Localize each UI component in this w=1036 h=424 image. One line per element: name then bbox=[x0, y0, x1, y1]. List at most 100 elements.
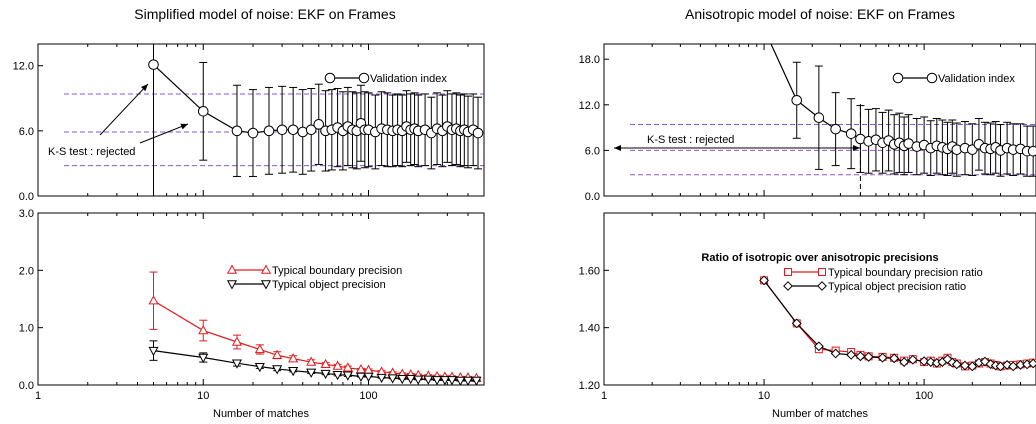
y-tick-label: 0.0 bbox=[585, 191, 600, 203]
y-tick-label: 1.20 bbox=[579, 380, 600, 392]
data-point bbox=[830, 348, 841, 359]
data-point bbox=[288, 366, 299, 377]
chart-title: Ratio of isotropic over anisotropic prec… bbox=[701, 252, 938, 264]
data-point bbox=[863, 351, 874, 362]
series-line bbox=[153, 300, 477, 379]
annotation-text: K-S test : rejected bbox=[48, 146, 135, 158]
chart-panel-2: 0.0 1.0 2.0 3.0 1 10 100 Number of matches Typic… bbox=[19, 208, 485, 420]
data-point bbox=[877, 352, 888, 363]
plot-frame bbox=[603, 212, 1036, 386]
data-point bbox=[951, 359, 962, 370]
data-point bbox=[198, 324, 209, 335]
legend-marker bbox=[784, 268, 792, 276]
data-point bbox=[845, 128, 857, 139]
data-point bbox=[439, 376, 450, 385]
data-point bbox=[455, 376, 466, 385]
x-axis-label: Number of matches bbox=[213, 408, 309, 420]
data-point bbox=[759, 24, 769, 34]
y-tick-label: 3.0 bbox=[19, 208, 34, 220]
data-point bbox=[231, 125, 243, 137]
y-tick-label: 0.0 bbox=[19, 380, 34, 392]
y-tick-label: 18.0 bbox=[579, 54, 600, 66]
y-tick-label: 1.40 bbox=[579, 323, 600, 335]
plot-frame bbox=[37, 43, 485, 197]
data-point bbox=[148, 59, 159, 70]
data-point bbox=[462, 376, 474, 385]
data-point bbox=[397, 374, 408, 385]
x-tick-label: 100 bbox=[359, 390, 377, 402]
arrow-head bbox=[853, 145, 860, 151]
legend-label: Typical object precision ratio bbox=[828, 281, 966, 293]
chart-title: Anisotropic model of noise: EKF on Frame… bbox=[685, 6, 955, 22]
series-line bbox=[763, 280, 1034, 367]
series-line bbox=[763, 280, 1034, 367]
data-point bbox=[332, 360, 343, 370]
data-point bbox=[320, 369, 331, 380]
data-point bbox=[363, 372, 374, 382]
legend-label: Validation index bbox=[370, 73, 447, 85]
data-point bbox=[320, 358, 331, 369]
chart-panel-1: Simplified model of noise: EKF on Frames… bbox=[13, 6, 485, 203]
data-point bbox=[148, 295, 159, 305]
data-point bbox=[355, 372, 366, 382]
x-axis-label: Number of matches bbox=[772, 408, 868, 420]
legend-marker bbox=[260, 280, 272, 290]
legend-label: Validation index bbox=[938, 73, 1015, 85]
data-point bbox=[1002, 360, 1013, 370]
data-point bbox=[855, 351, 866, 362]
y-tick-label: 0.0 bbox=[19, 191, 34, 203]
data-layer bbox=[148, 271, 482, 385]
data-point bbox=[254, 362, 265, 373]
legend-marker bbox=[324, 72, 336, 84]
data-point bbox=[413, 375, 424, 385]
y-tick-label: 12.0 bbox=[13, 61, 34, 73]
data-point bbox=[405, 374, 416, 385]
data-point bbox=[332, 370, 343, 381]
plot-frame bbox=[37, 212, 485, 386]
data-point bbox=[148, 346, 159, 357]
legend-marker bbox=[817, 281, 827, 291]
data-point bbox=[263, 125, 275, 137]
data-point bbox=[907, 354, 918, 365]
data-point bbox=[306, 356, 317, 366]
data-point bbox=[231, 359, 243, 369]
chart-panel-4: Ratio of isotropic over anisotropic prec… bbox=[579, 212, 1036, 420]
x-tick-label: 10 bbox=[758, 390, 770, 402]
data-point bbox=[846, 349, 857, 360]
data-point bbox=[376, 373, 387, 384]
x-tick-label: 100 bbox=[915, 390, 933, 402]
legend-label: Typical boundary precision bbox=[272, 265, 402, 277]
arrow-head bbox=[614, 145, 621, 151]
annotation-arrow bbox=[139, 123, 189, 144]
data-point bbox=[942, 354, 953, 365]
data-point bbox=[272, 365, 283, 375]
legend-marker bbox=[892, 72, 904, 84]
data-point bbox=[432, 376, 443, 385]
data-point bbox=[198, 353, 209, 364]
data-point bbox=[1027, 145, 1036, 157]
data-point bbox=[254, 343, 265, 354]
plot-frame bbox=[603, 43, 1036, 197]
y-tick-label: 1.60 bbox=[579, 265, 600, 277]
data-point bbox=[342, 362, 353, 372]
y-tick-label: 12.0 bbox=[579, 100, 600, 112]
data-point bbox=[967, 361, 978, 372]
legend-marker bbox=[783, 281, 793, 291]
data-point bbox=[306, 368, 317, 378]
legend-marker bbox=[226, 280, 238, 290]
y-tick-label: 6.0 bbox=[19, 126, 34, 138]
x-tick-label: 10 bbox=[197, 390, 209, 402]
data-point bbox=[247, 127, 259, 139]
data-layer bbox=[148, 59, 484, 177]
data-point bbox=[287, 124, 299, 136]
data-point bbox=[813, 341, 824, 352]
data-point bbox=[342, 371, 353, 381]
data-point bbox=[791, 318, 802, 329]
data-point bbox=[759, 275, 769, 286]
arrow-head bbox=[180, 123, 188, 130]
data-point bbox=[925, 357, 936, 367]
legend-marker bbox=[818, 268, 826, 276]
data-point bbox=[899, 357, 910, 367]
chart-panel-3: Anisotropic model of noise: EKF on Frame… bbox=[579, 6, 1036, 203]
